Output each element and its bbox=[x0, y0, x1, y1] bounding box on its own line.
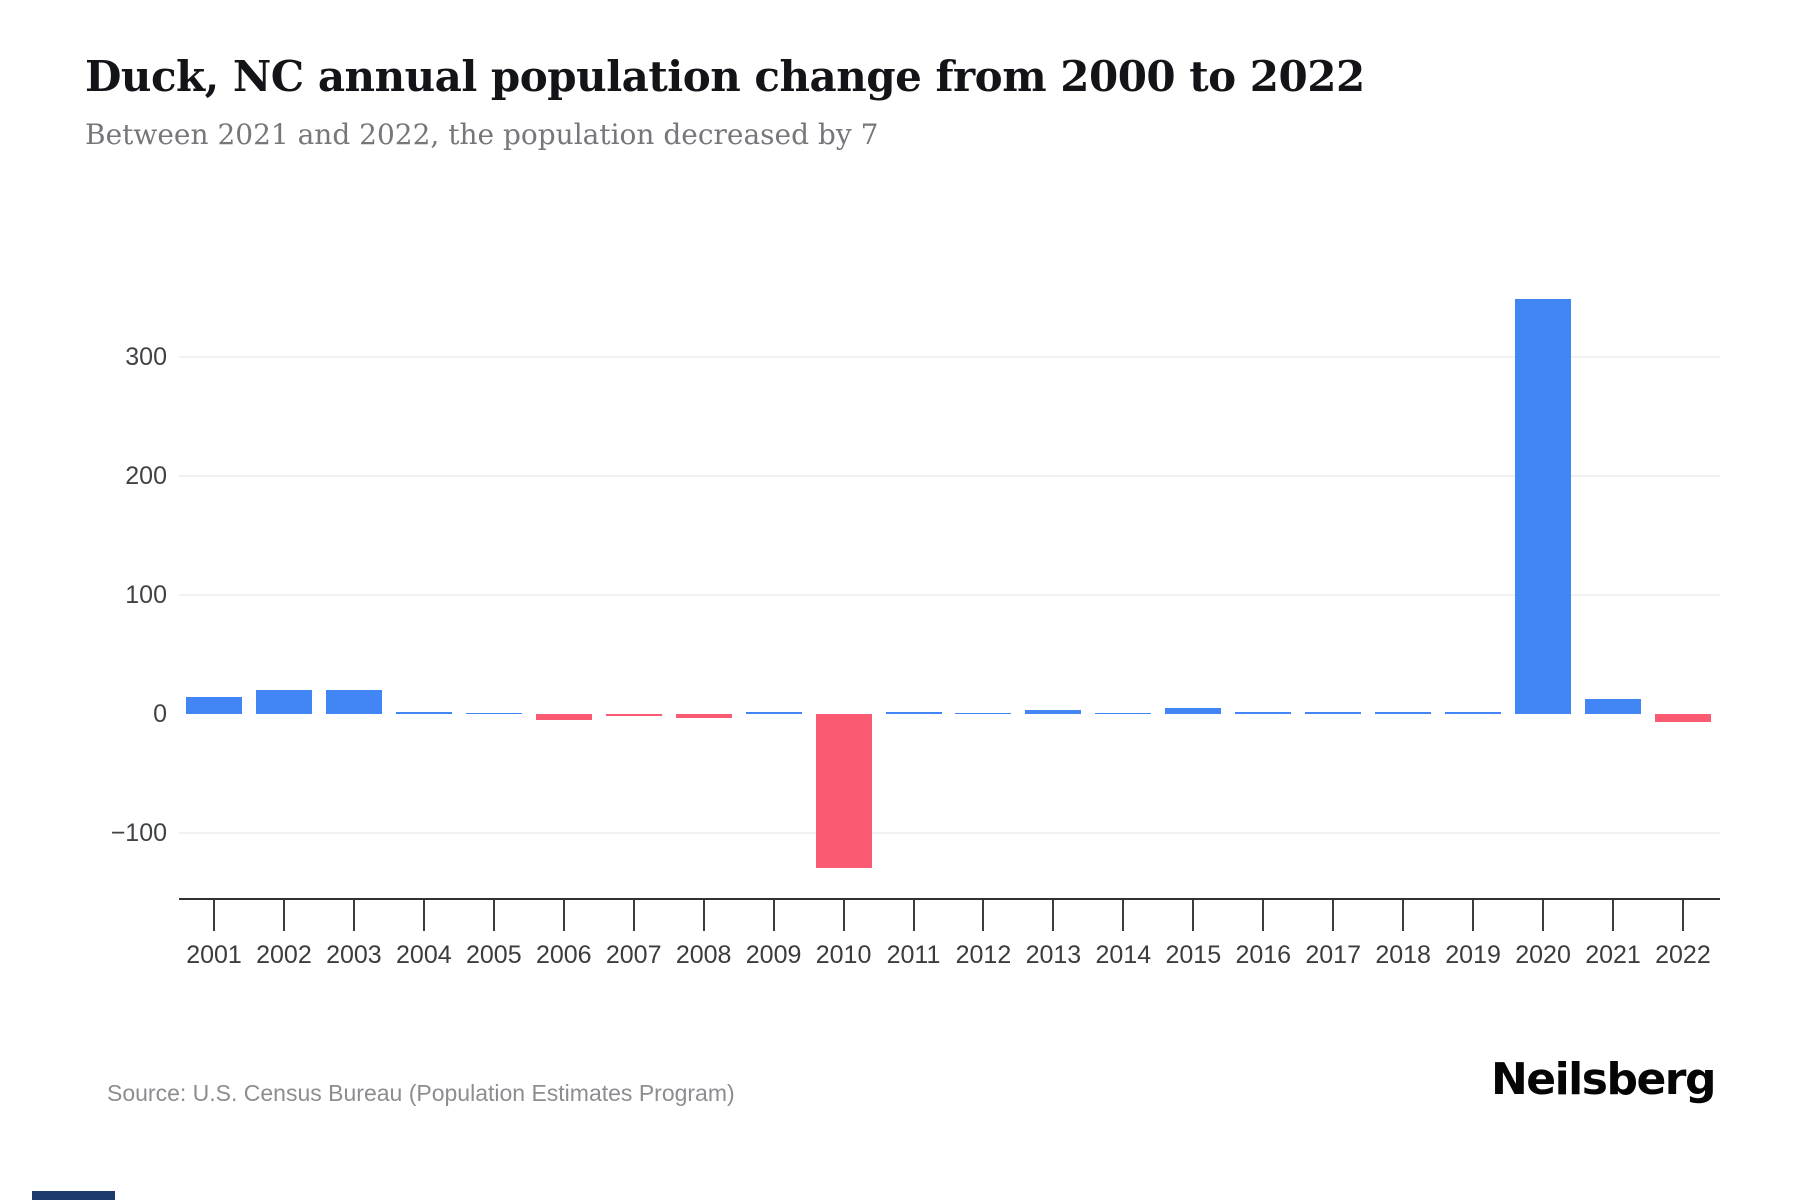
x-axis-tick bbox=[1681, 900, 1684, 931]
x-axis-label: 2009 bbox=[745, 941, 802, 969]
x-axis-tick bbox=[1472, 900, 1475, 931]
x-axis-tick bbox=[772, 900, 775, 931]
x-axis-tick bbox=[492, 900, 495, 931]
bottom-edge-fragment bbox=[32, 1191, 115, 1200]
x-axis-tick bbox=[1262, 900, 1265, 931]
bar bbox=[745, 711, 802, 714]
bar bbox=[605, 714, 662, 717]
x-axis-label: 2003 bbox=[326, 941, 382, 969]
y-axis-tick-label: 0 bbox=[153, 700, 167, 728]
bar bbox=[675, 714, 732, 718]
x-axis-label: 2021 bbox=[1585, 941, 1641, 969]
x-axis-label: 2004 bbox=[396, 941, 452, 969]
x-axis-tick bbox=[422, 900, 425, 931]
bar bbox=[1235, 711, 1292, 714]
x-axis-tick bbox=[1612, 900, 1614, 931]
x-axis-label: 2013 bbox=[1025, 941, 1082, 969]
bar bbox=[465, 712, 522, 714]
x-axis-label: 2008 bbox=[675, 941, 732, 969]
x-axis-label: 2005 bbox=[465, 941, 522, 969]
bar bbox=[815, 714, 872, 868]
bar bbox=[955, 712, 1012, 714]
bar bbox=[1375, 711, 1432, 714]
x-axis-label: 2019 bbox=[1445, 941, 1501, 969]
y-axis-tick-label: 200 bbox=[125, 462, 167, 490]
x-axis-label: 2018 bbox=[1375, 941, 1431, 969]
x-axis-tick bbox=[282, 900, 285, 931]
x-axis-label: 2010 bbox=[815, 941, 872, 969]
bar bbox=[1585, 698, 1641, 714]
x-axis-tick bbox=[1542, 900, 1545, 931]
bar bbox=[395, 711, 452, 714]
bar bbox=[1165, 708, 1222, 714]
x-axis-tick bbox=[632, 900, 635, 931]
bar bbox=[255, 690, 312, 714]
brand-logo: Neilsberg bbox=[1490, 1054, 1717, 1105]
x-axis-tick bbox=[982, 900, 985, 931]
x-axis-label: 2011 bbox=[886, 941, 941, 969]
bar bbox=[1654, 714, 1711, 723]
bar bbox=[1305, 711, 1362, 714]
page-subtitle: Between 2021 and 2022, the population de… bbox=[85, 118, 879, 151]
x-axis-tick bbox=[912, 900, 915, 931]
x-axis-line bbox=[179, 898, 1720, 900]
x-axis-tick bbox=[1122, 900, 1125, 931]
x-axis-label: 2014 bbox=[1095, 941, 1152, 969]
bar bbox=[186, 697, 242, 714]
bar bbox=[885, 711, 942, 714]
bar bbox=[1095, 712, 1152, 714]
x-axis-label: 2002 bbox=[256, 941, 312, 969]
page-title: Duck, NC annual population change from 2… bbox=[85, 52, 1365, 101]
bar bbox=[535, 714, 592, 720]
bar bbox=[1515, 298, 1572, 714]
x-axis-tick bbox=[213, 900, 215, 931]
x-axis-tick bbox=[352, 900, 355, 931]
x-axis-tick bbox=[1402, 900, 1405, 931]
x-axis-label: 2001 bbox=[186, 941, 242, 969]
x-axis-label: 2015 bbox=[1165, 941, 1222, 969]
x-axis-tick bbox=[702, 900, 705, 931]
x-axis-tick bbox=[842, 900, 845, 931]
y-gridline bbox=[179, 594, 1720, 596]
x-axis-tick bbox=[1052, 900, 1055, 931]
y-gridline bbox=[179, 832, 1720, 834]
source-text: Source: U.S. Census Bureau (Population E… bbox=[107, 1080, 735, 1106]
y-gridline bbox=[179, 475, 1720, 477]
x-axis-label: 2022 bbox=[1655, 941, 1711, 969]
bar bbox=[325, 690, 382, 714]
x-axis-tick bbox=[1332, 900, 1335, 931]
y-gridline bbox=[179, 356, 1720, 358]
bar bbox=[1445, 711, 1502, 714]
x-axis-label: 2006 bbox=[535, 941, 592, 969]
y-axis-tick-label: −100 bbox=[110, 819, 167, 847]
bar bbox=[1025, 710, 1082, 714]
x-axis-label: 2016 bbox=[1235, 941, 1292, 969]
y-axis-tick-label: 100 bbox=[125, 581, 167, 609]
x-axis-label: 2020 bbox=[1515, 941, 1571, 969]
x-axis-tick bbox=[562, 900, 565, 931]
x-axis-label: 2012 bbox=[955, 941, 1012, 969]
x-axis-label: 2007 bbox=[605, 941, 662, 969]
y-axis-tick-label: 300 bbox=[125, 343, 167, 371]
x-axis-label: 2017 bbox=[1305, 941, 1361, 969]
x-axis-tick bbox=[1192, 900, 1195, 931]
